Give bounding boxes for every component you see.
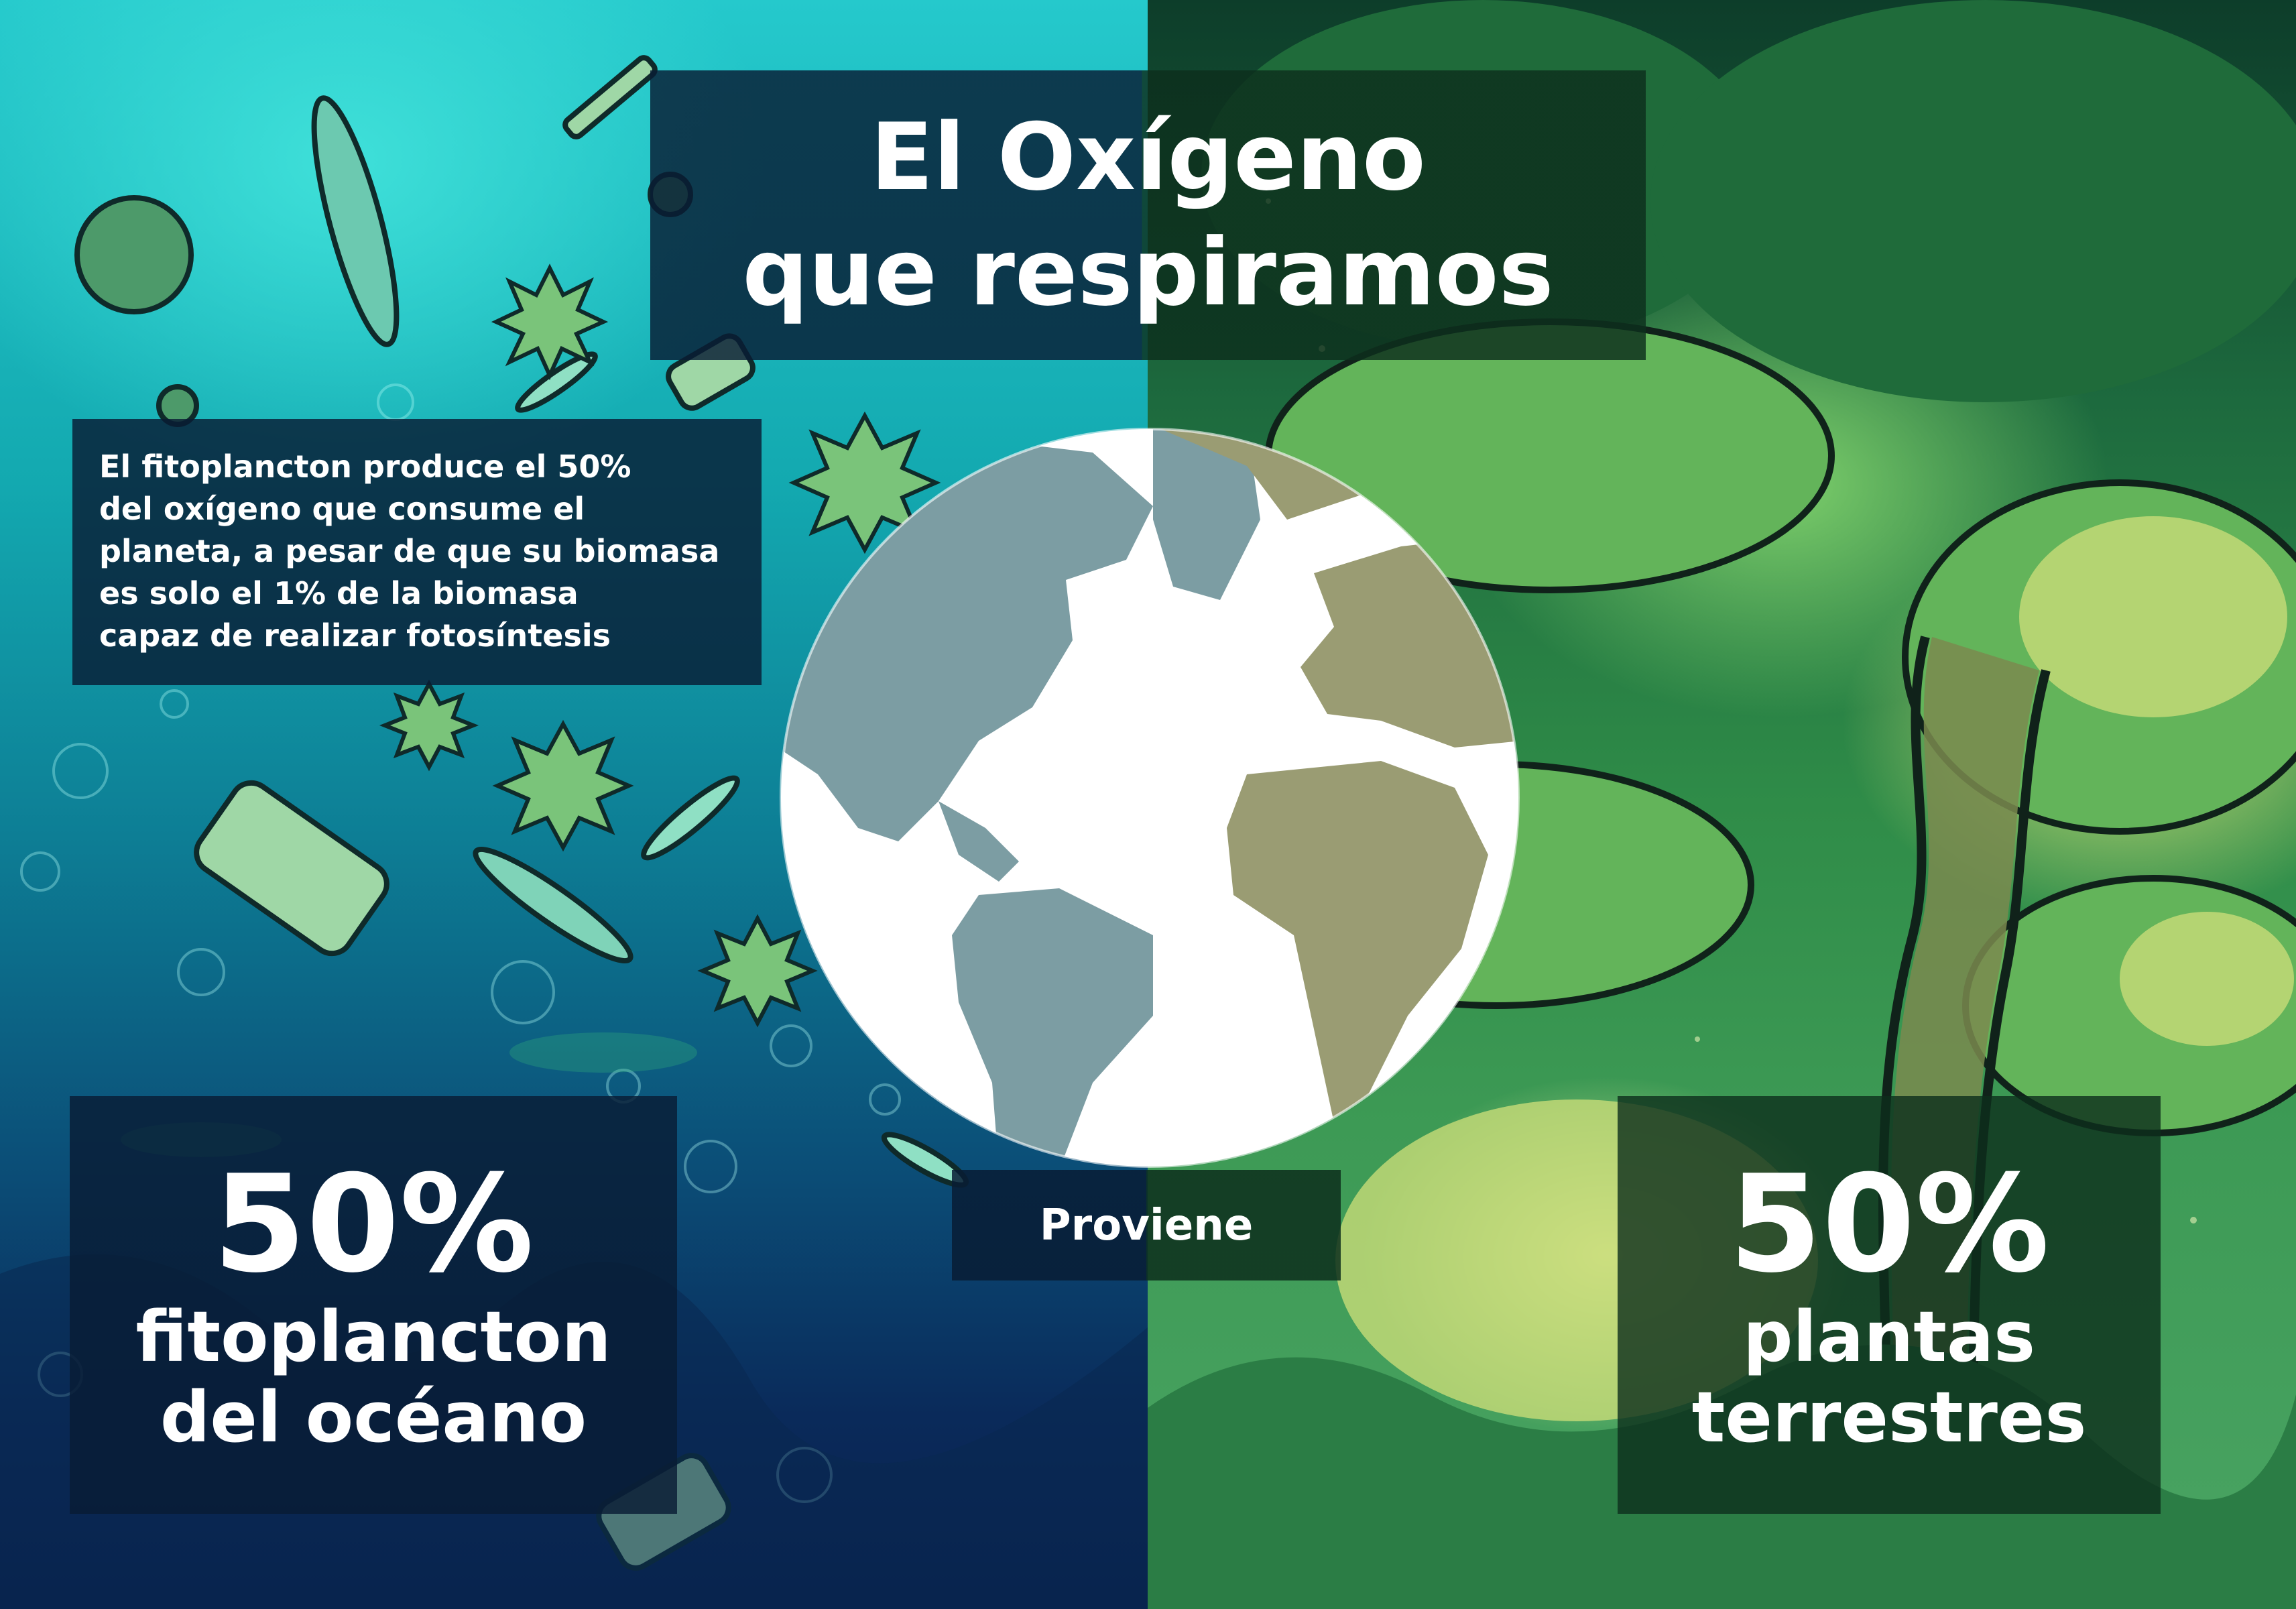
info-text-line: capaz de realizar fotosíntesis (99, 617, 611, 654)
info-text-line: planeta, a pesar de que su biomasa (99, 533, 720, 569)
proviene-label: Proviene (1039, 1200, 1254, 1250)
info-panel: El fitoplancton produce el 50% del oxíge… (72, 419, 762, 685)
info-text-line: es solo el 1% de la biomasa (99, 575, 579, 611)
page-title-line-2: que respiramos (742, 219, 1554, 326)
land-stat-label-line-2: terrestres (1691, 1376, 2087, 1458)
ocean-stat-value: 50% (213, 1146, 534, 1303)
land-stat-panel: 50% plantas terrestres (1618, 1096, 2161, 1514)
page-title-line-1: El Oxígeno (870, 103, 1426, 211)
info-text-line: del oxígeno que consume el (99, 491, 585, 527)
title-panel: El Oxígeno que respiramos (650, 70, 1646, 360)
proviene-panel: Proviene (952, 1170, 1341, 1280)
globe-icon (780, 428, 1520, 1168)
ocean-stat-label-line-2: del océano (160, 1376, 587, 1458)
land-stat-label-line-1: plantas (1742, 1296, 2036, 1378)
ocean-stat-label-line-1: fitoplancton (135, 1296, 611, 1378)
info-text-line: El fitoplancton produce el 50% (99, 449, 631, 485)
ocean-stat-panel: 50% fitoplancton del océano (70, 1096, 677, 1514)
land-stat-value: 50% (1728, 1146, 2050, 1303)
